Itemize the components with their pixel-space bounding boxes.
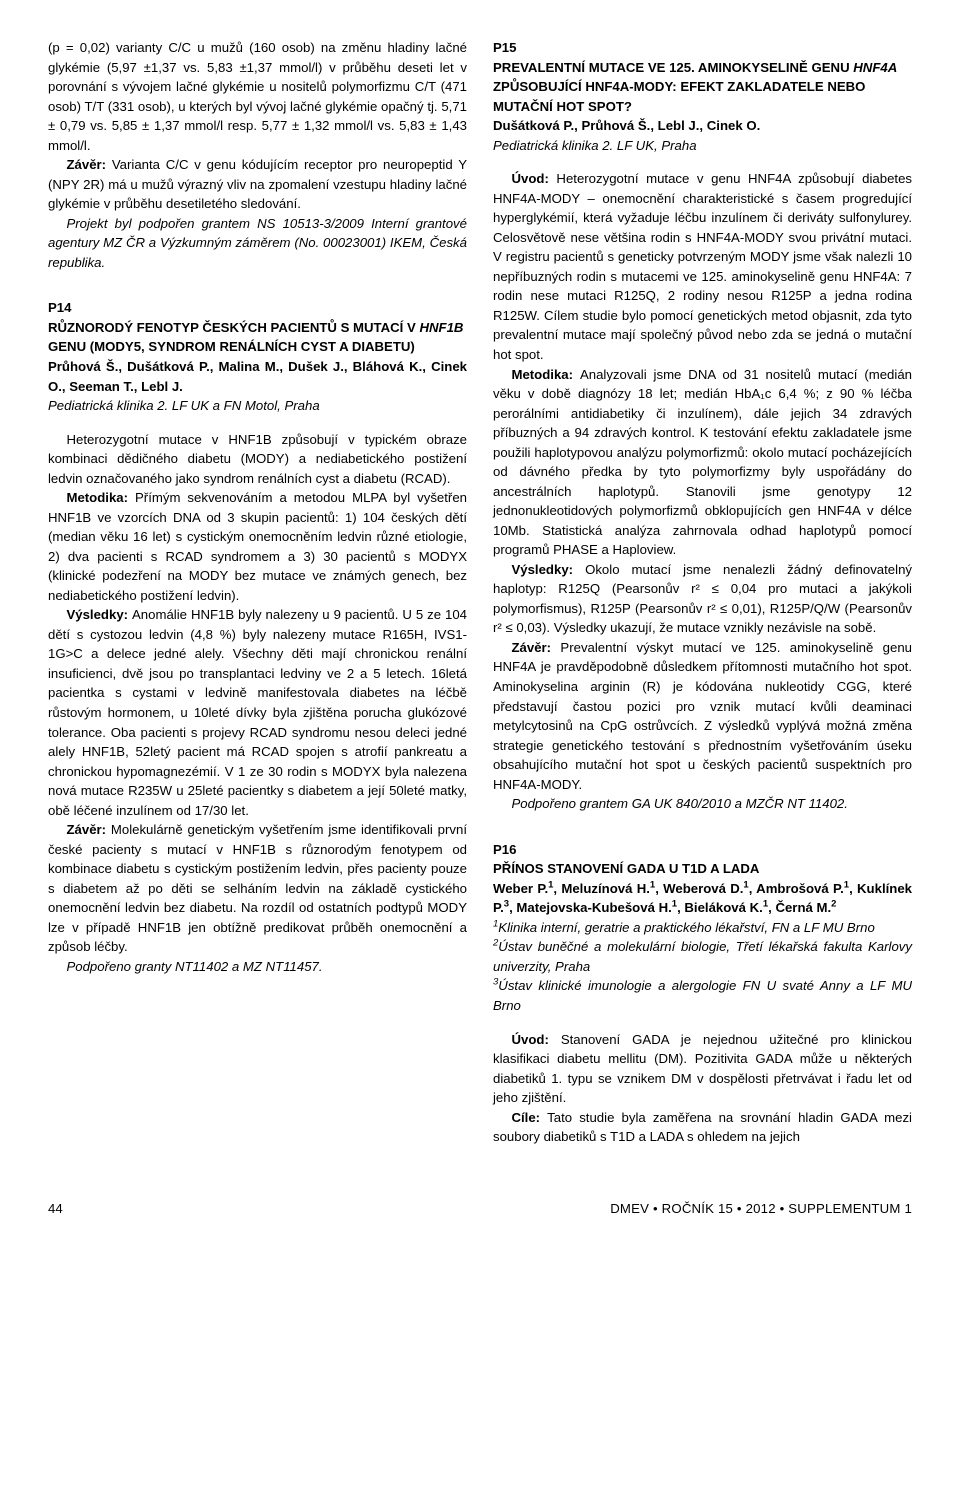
p14-body-0: Heterozygotní mutace v HNF1B způsobují v… (48, 430, 467, 489)
p14-body-1: Metodika: Přímým sekvenováním a metodou … (48, 488, 467, 605)
p15-body-2: Výsledky: Okolo mutací jsme nenalezli žá… (493, 560, 912, 638)
p16-authors: Weber P.1, Meluzínová H.1, Weberová D.1,… (493, 879, 912, 918)
uvod-label: Úvod: (511, 171, 556, 186)
p14-body-2-text: Anomálie HNF1B byly nalezeny u 9 pacient… (48, 607, 467, 817)
p16-affil-1: 1Klinika interní, geratrie a praktického… (493, 918, 912, 938)
page-footer: 44 DMEV • ROČNÍK 15 • 2012 • SUPPLEMENTU… (48, 1201, 912, 1216)
p14-title: RŮZNORODÝ FENOTYP ČESKÝCH PACIENTŮ S MUT… (48, 320, 463, 355)
p16-title: PŘÍNOS STANOVENÍ GADA U T1D A LADA (493, 861, 759, 876)
p14-body-3-text: Molekulárně genetickým vyšetřením jsme i… (48, 822, 467, 954)
p14-affil: Pediatrická klinika 2. LF UK a FN Motol,… (48, 396, 467, 416)
p16-body-0: Úvod: Stanovení GADA je nejednou užitečn… (493, 1030, 912, 1108)
p14-body-2: Výsledky: Anomálie HNF1B byly nalezeny u… (48, 605, 467, 820)
p15-body-0-text: Heterozygotní mutace v genu HNF4A způsob… (493, 171, 912, 362)
zaver-label: Závěr: (66, 157, 111, 172)
p14-body-1-text: Přímým sekvenováním a metodou MLPA byl v… (48, 490, 467, 603)
two-column-layout: (p = 0,02) varianty C/C u mužů (160 osob… (48, 38, 912, 1147)
p15-body-3-text: Prevalentní výskyt mutací ve 125. aminok… (493, 640, 912, 792)
p16-body-1: Cíle: Tato studie byla zaměřena na srovn… (493, 1108, 912, 1147)
left-column: (p = 0,02) varianty C/C u mužů (160 osob… (48, 38, 467, 1147)
p15-body-0: Úvod: Heterozygotní mutace v genu HNF4A … (493, 169, 912, 364)
left-intro-para-1: (p = 0,02) varianty C/C u mužů (160 osob… (48, 38, 467, 155)
p14-body-3: Závěr: Molekulárně genetickým vyšetřením… (48, 820, 467, 957)
vysledky-label: Výsledky: (66, 607, 132, 622)
p15-body-3: Závěr: Prevalentní výskyt mutací ve 125.… (493, 638, 912, 794)
zaver-label-2: Závěr: (66, 822, 110, 837)
left-intro-funding: Projekt byl podpořen grantem NS 10513-3/… (48, 214, 467, 273)
p15-funding: Podpořeno grantem GA UK 840/2010 a MZČR … (493, 794, 912, 814)
metodika-label-2: Metodika: (511, 367, 579, 382)
p14-heading: P14 RŮZNORODÝ FENOTYP ČESKÝCH PACIENTŮ S… (48, 298, 467, 357)
p14-funding: Podpořeno granty NT11402 a MZ NT11457. (48, 957, 467, 977)
p15-authors: Dušátková P., Průhová Š., Lebl J., Cinek… (493, 116, 912, 136)
p16-code: P16 (493, 840, 912, 860)
p14-code: P14 (48, 298, 467, 318)
vysledky-label-2: Výsledky: (511, 562, 585, 577)
p15-title: PREVALENTNÍ MUTACE VE 125. AMINOKYSELINĚ… (493, 60, 897, 114)
page-number: 44 (48, 1201, 63, 1216)
p16-body-1-text: Tato studie byla zaměřena na srovnání hl… (493, 1110, 912, 1145)
p15-affil: Pediatrická klinika 2. LF UK, Praha (493, 136, 912, 156)
journal-info: DMEV • ROČNÍK 15 • 2012 • SUPPLEMENTUM 1 (610, 1201, 912, 1216)
p15-body-1: Metodika: Analyzovali jsme DNA od 31 nos… (493, 365, 912, 560)
p16-heading: P16 PŘÍNOS STANOVENÍ GADA U T1D A LADA (493, 840, 912, 879)
p14-authors: Průhová Š., Dušátková P., Malina M., Duš… (48, 357, 467, 396)
p16-affil-3: 3Ústav klinické imunologie a alergologie… (493, 976, 912, 1015)
p15-code: P15 (493, 38, 912, 58)
left-intro-para-2: Závěr: Varianta C/C v genu kódujícím rec… (48, 155, 467, 214)
right-column: P15 PREVALENTNÍ MUTACE VE 125. AMINOKYSE… (493, 38, 912, 1147)
cile-label: Cíle: (511, 1110, 547, 1125)
p15-body-1-text: Analyzovali jsme DNA od 31 nositelů muta… (493, 367, 912, 558)
zaver-label-3: Závěr: (511, 640, 560, 655)
uvod-label-2: Úvod: (511, 1032, 560, 1047)
metodika-label: Metodika: (66, 490, 135, 505)
p15-heading: P15 PREVALENTNÍ MUTACE VE 125. AMINOKYSE… (493, 38, 912, 116)
p16-affil-2: 2Ústav buněčné a molekulární biologie, T… (493, 937, 912, 976)
